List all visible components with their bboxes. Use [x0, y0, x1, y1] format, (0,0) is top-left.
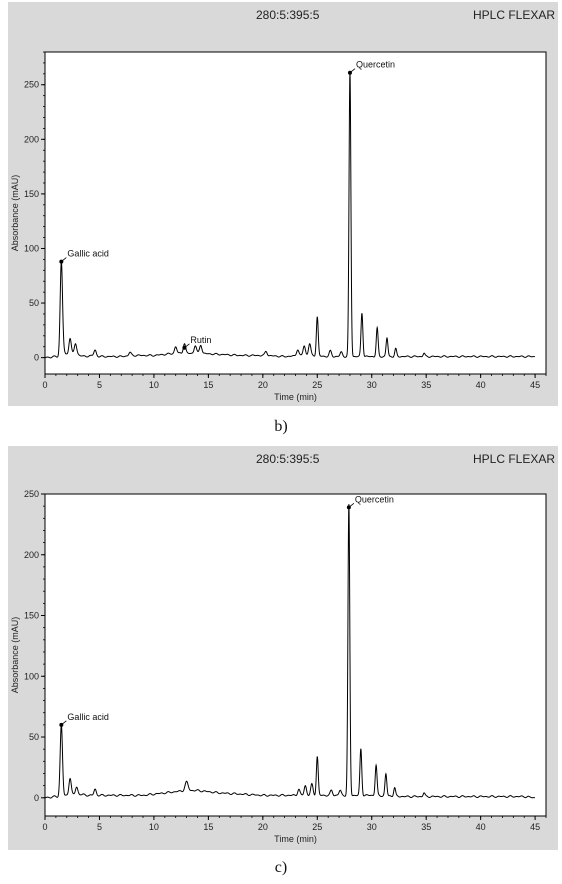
chart-c-annot-leader	[348, 503, 355, 508]
chart-c-annot-label: Gallic acid	[67, 712, 109, 722]
chart-c-plot-area	[44, 493, 547, 817]
chart-b-ytick-label: 250	[24, 80, 39, 90]
chart-c-xlabel: Time (min)	[274, 834, 317, 844]
chart-c-ylabel: Absorbance (mAU)	[10, 617, 20, 694]
chart-b-svg: 0 50 100 150 200 250 0 5 10 15 20 25 30 35 40 45 Time (m…	[10, 51, 547, 402]
chart-b-xtick-label: 45	[530, 380, 540, 390]
chart-c-ytick-label: 150	[24, 611, 39, 621]
chart-b-ytick-label: 100	[24, 243, 39, 253]
chart-b-xtick-label: 0	[42, 380, 47, 390]
chart-b-annot-label: Gallic acid	[67, 249, 109, 259]
chart-b-annot-label: Rutin	[190, 335, 211, 345]
chart-b-ytick-label: 0	[34, 353, 39, 363]
chart-b-ylabel: Absorbance (mAU)	[10, 175, 20, 252]
chart-c-ytick-label: 50	[29, 732, 39, 742]
chart-c-xtick-label: 40	[476, 822, 486, 832]
caption-c: c)	[274, 859, 288, 876]
chart-c-xtick-label: 45	[530, 822, 540, 832]
chart-c-xtick-label: 30	[367, 822, 377, 832]
chart-b-ytick-label: 200	[24, 134, 39, 144]
panel-b-center-title: 280:5:395:5	[256, 8, 320, 22]
panel-c-right-title: HPLC FLEXAR	[473, 452, 556, 466]
chart-b-annot-leader	[184, 343, 190, 349]
chart-b-xtick-label: 35	[421, 380, 431, 390]
chart-b-signal-line	[44, 71, 535, 359]
chart-c-ytick-label: 250	[24, 489, 39, 499]
chart-c-annot-leader	[61, 720, 67, 726]
chart-b-plot-area	[44, 51, 547, 375]
chart-b-xtick-label: 10	[149, 380, 159, 390]
chart-c-xtick-label: 5	[97, 822, 102, 832]
chart-b-annot-leader	[61, 257, 67, 262]
chart-b-annot-label: Quercetin	[356, 60, 395, 70]
chart-b-xtick-label: 30	[367, 380, 377, 390]
chart-c-xtick-label: 35	[421, 822, 431, 832]
chart-c-xtick-label: 0	[42, 822, 47, 832]
chart-b-xtick-label: 25	[312, 380, 322, 390]
chart-panel-c: 280:5:395:5 HPLC FLEXAR 0 50 100 150 200 250 0…	[8, 446, 558, 850]
chart-c-ytick-label: 100	[24, 671, 39, 681]
chart-b-xtick-label: 15	[203, 380, 213, 390]
chart-b-xtick-label: 40	[476, 380, 486, 390]
chart-c-ytick-label: 200	[24, 550, 39, 560]
chart-b-ytick-label: 50	[29, 298, 39, 308]
chart-b-xtick-label: 20	[258, 380, 268, 390]
chart-c-annot-label: Quercetin	[355, 494, 394, 504]
chart-panel-b: 280:5:395:5 HPLC FLEXAR 0 50 100 150 200 250 0…	[8, 2, 558, 406]
chart-c-xtick-label: 10	[149, 822, 159, 832]
caption-b: b)	[274, 418, 288, 435]
chart-c-xtick-label: 25	[312, 822, 322, 832]
chart-c-svg: 0 50 100 150 200 250 0 5 10 15 20 25 30 35 40 45 Time (m…	[10, 489, 547, 844]
chart-b-xlabel: Time (min)	[274, 392, 317, 402]
chart-c-xtick-label: 20	[258, 822, 268, 832]
chart-b-xtick-label: 5	[97, 380, 102, 390]
panel-b-right-title: HPLC FLEXAR	[473, 8, 556, 22]
chart-c-signal-line	[44, 504, 536, 799]
chart-b-annot-leader	[349, 68, 356, 74]
chart-c-xtick-label: 15	[203, 822, 213, 832]
panel-c-center-title: 280:5:395:5	[256, 452, 320, 466]
chart-c-ytick-label: 0	[34, 793, 39, 803]
chart-b-ytick-label: 150	[24, 189, 39, 199]
